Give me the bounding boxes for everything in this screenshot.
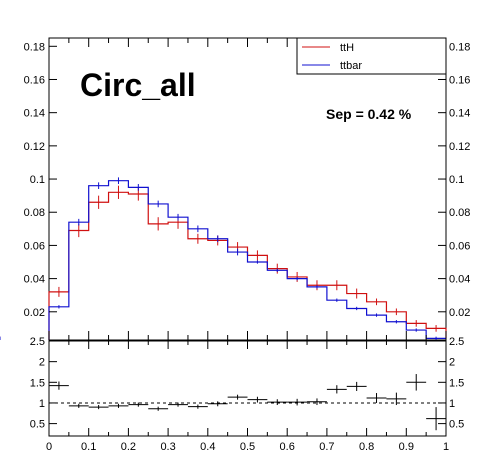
ratio-y-tick-label-left: 0.5 [30, 419, 45, 431]
chart-title: Circ_all [80, 67, 196, 103]
ratio-y-tick-label-left: 2 [39, 357, 45, 369]
legend: ttH ttbar [296, 37, 447, 75]
y-tick-label-right: 0.18 [449, 41, 470, 53]
ratio-axes: 0.5 0.51 11.5 1.52 22.5 2.50 0.1 0.2 0.3 0.4 0.5 0.… [30, 336, 465, 453]
y-tick-label-right: 0.04 [449, 274, 470, 286]
top-histograms [0, 177, 447, 340]
y-tick-label-left: 0.18 [24, 41, 45, 53]
ratio-y-tick-label-right: 0.5 [449, 419, 464, 431]
top-panel: 0.02 0.02 0.04 0.04 0.06 0.06 0.08 0.08 0.1 0.1 0.… [0, 37, 470, 341]
x-tick-label: 0.4 [200, 441, 215, 453]
legend-label-tth: ttH [340, 42, 354, 54]
y-tick-label-left: 0.12 [24, 141, 45, 153]
ratio-y-tick-label-left: 1 [39, 398, 45, 410]
top-frame [48, 37, 447, 341]
x-tick-label: 0 [46, 441, 52, 453]
ratio-y-tick-label-right: 2 [449, 357, 455, 369]
ratio-y-tick-label-right: 2.5 [449, 336, 464, 348]
y-tick-label-right: 0.02 [449, 307, 470, 319]
legend-box [296, 37, 447, 75]
ratio-y-tick-label-left: 1.5 [30, 377, 45, 389]
y-tick-label-left: 0.16 [24, 74, 45, 86]
separation-annotation: Sep = 0.42 % [326, 106, 412, 122]
x-tick-label: 1 [443, 441, 449, 453]
y-tick-label-right: 0.16 [449, 74, 470, 86]
x-tick-label: 0.3 [160, 441, 175, 453]
y-tick-label-left: 0.1 [30, 174, 45, 186]
x-tick-label: 0.1 [81, 441, 96, 453]
y-tick-label-right: 0.06 [449, 240, 470, 252]
x-tick-label: 0.2 [121, 441, 136, 453]
ratio-points [49, 374, 446, 431]
y-tick-label-right: 0.12 [449, 141, 470, 153]
x-tick-label: 0.5 [240, 441, 255, 453]
y-tick-label-left: 0.06 [24, 240, 45, 252]
histogram-ttH [48, 191, 447, 340]
ratio-y-tick-label-right: 1 [449, 398, 455, 410]
y-tick-label-left: 0.08 [24, 207, 45, 219]
top-axes: 0.02 0.02 0.04 0.04 0.06 0.06 0.08 0.08 0.1 0.1 0.… [24, 38, 470, 340]
ratio-frame [48, 340, 447, 437]
ratio-y-tick-label-right: 1.5 [449, 377, 464, 389]
y-tick-label-left: 0.02 [24, 307, 45, 319]
x-tick-label: 0.9 [399, 441, 414, 453]
legend-label-ttbar: ttbar [340, 60, 362, 72]
histogram-ttbar [48, 180, 446, 340]
ratio-y-tick-label-left: 2.5 [30, 336, 45, 348]
x-tick-label: 0.6 [280, 441, 295, 453]
x-tick-label: 0.7 [319, 441, 334, 453]
y-tick-label-right: 0.1 [449, 174, 464, 186]
y-tick-label-left: 0.14 [24, 108, 45, 120]
y-tick-label-right: 0.14 [449, 108, 470, 120]
y-tick-label-right: 0.08 [449, 207, 470, 219]
y-tick-label-left: 0.04 [24, 274, 45, 286]
ratio-panel: 0.5 0.51 11.5 1.52 22.5 2.50 0.1 0.2 0.3 0.4 0.5 0.… [30, 336, 465, 453]
x-tick-label: 0.8 [359, 441, 374, 453]
